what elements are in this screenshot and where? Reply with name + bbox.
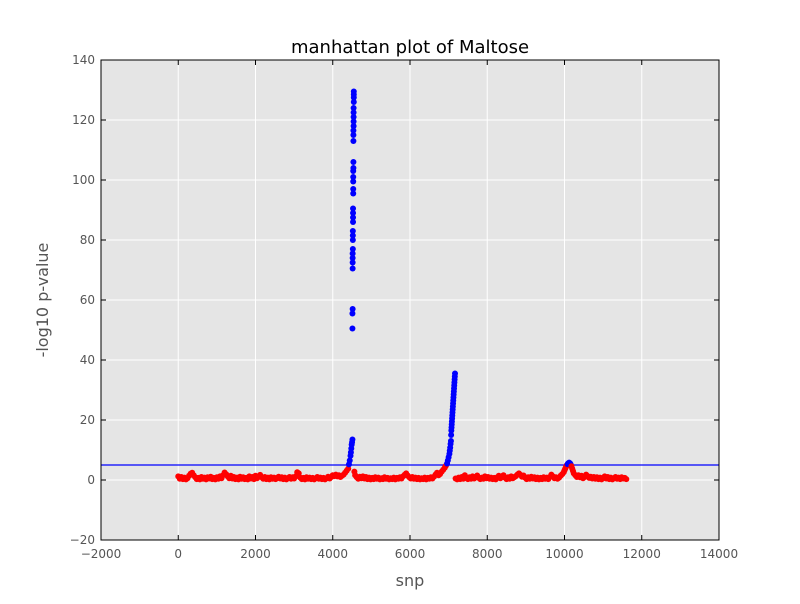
data-point xyxy=(349,250,356,257)
data-point xyxy=(350,105,357,111)
data-points xyxy=(175,88,630,483)
data-point xyxy=(349,232,356,239)
data-point xyxy=(350,178,357,185)
y-tick-label: 40 xyxy=(80,353,95,367)
data-point xyxy=(349,237,356,243)
data-point xyxy=(350,186,357,192)
y-tick-label: 140 xyxy=(72,53,95,67)
data-point xyxy=(350,99,357,105)
x-axis-label: snp xyxy=(396,571,425,590)
x-tick-label: 14000 xyxy=(700,547,738,561)
data-point xyxy=(349,259,356,266)
data-point xyxy=(350,138,357,144)
data-point xyxy=(349,255,356,261)
data-point xyxy=(349,228,356,234)
data-point xyxy=(350,214,357,221)
data-point xyxy=(350,205,357,212)
data-point xyxy=(349,246,356,252)
data-point xyxy=(350,219,357,225)
y-tick-label: 120 xyxy=(72,113,95,127)
data-point xyxy=(350,190,357,197)
data-point xyxy=(349,325,356,332)
data-point xyxy=(350,159,357,165)
data-point xyxy=(349,306,356,312)
y-tick-label: −20 xyxy=(70,533,95,547)
data-point xyxy=(350,127,357,134)
data-point xyxy=(623,476,630,483)
y-tick-label: 20 xyxy=(80,413,95,427)
y-axis-label: -log10 p-value xyxy=(33,243,52,358)
data-point xyxy=(350,123,357,129)
axis-ticks: −2000 0 2000 4000 6000 8000 10000 12000 14000 −20… xyxy=(70,53,738,561)
data-point xyxy=(350,118,357,125)
data-point xyxy=(350,132,357,138)
data-point xyxy=(350,109,357,116)
data-point xyxy=(448,432,455,438)
y-tick-label: 60 xyxy=(80,293,95,307)
x-tick-label: 6000 xyxy=(395,547,426,561)
data-point xyxy=(349,265,356,272)
data-point xyxy=(350,210,357,216)
x-tick-label: 2000 xyxy=(240,547,271,561)
data-point xyxy=(346,457,353,464)
data-point xyxy=(350,165,357,171)
chart-title: manhattan plot of Maltose xyxy=(291,37,529,58)
data-point xyxy=(350,174,357,180)
x-tick-label: −2000 xyxy=(81,547,122,561)
x-tick-label: 10000 xyxy=(545,547,583,561)
data-point xyxy=(350,114,357,120)
data-point xyxy=(447,438,454,444)
y-tick-label: 80 xyxy=(80,233,95,247)
data-point xyxy=(451,370,458,377)
data-point xyxy=(350,88,357,95)
data-point xyxy=(349,310,356,317)
x-tick-label: 8000 xyxy=(472,547,503,561)
x-tick-label: 4000 xyxy=(317,547,348,561)
y-tick-label: 100 xyxy=(72,173,95,187)
y-tick-label: 0 xyxy=(87,473,95,487)
data-point xyxy=(349,436,356,443)
x-tick-label: 0 xyxy=(174,547,182,561)
x-tick-label: 12000 xyxy=(623,547,661,561)
